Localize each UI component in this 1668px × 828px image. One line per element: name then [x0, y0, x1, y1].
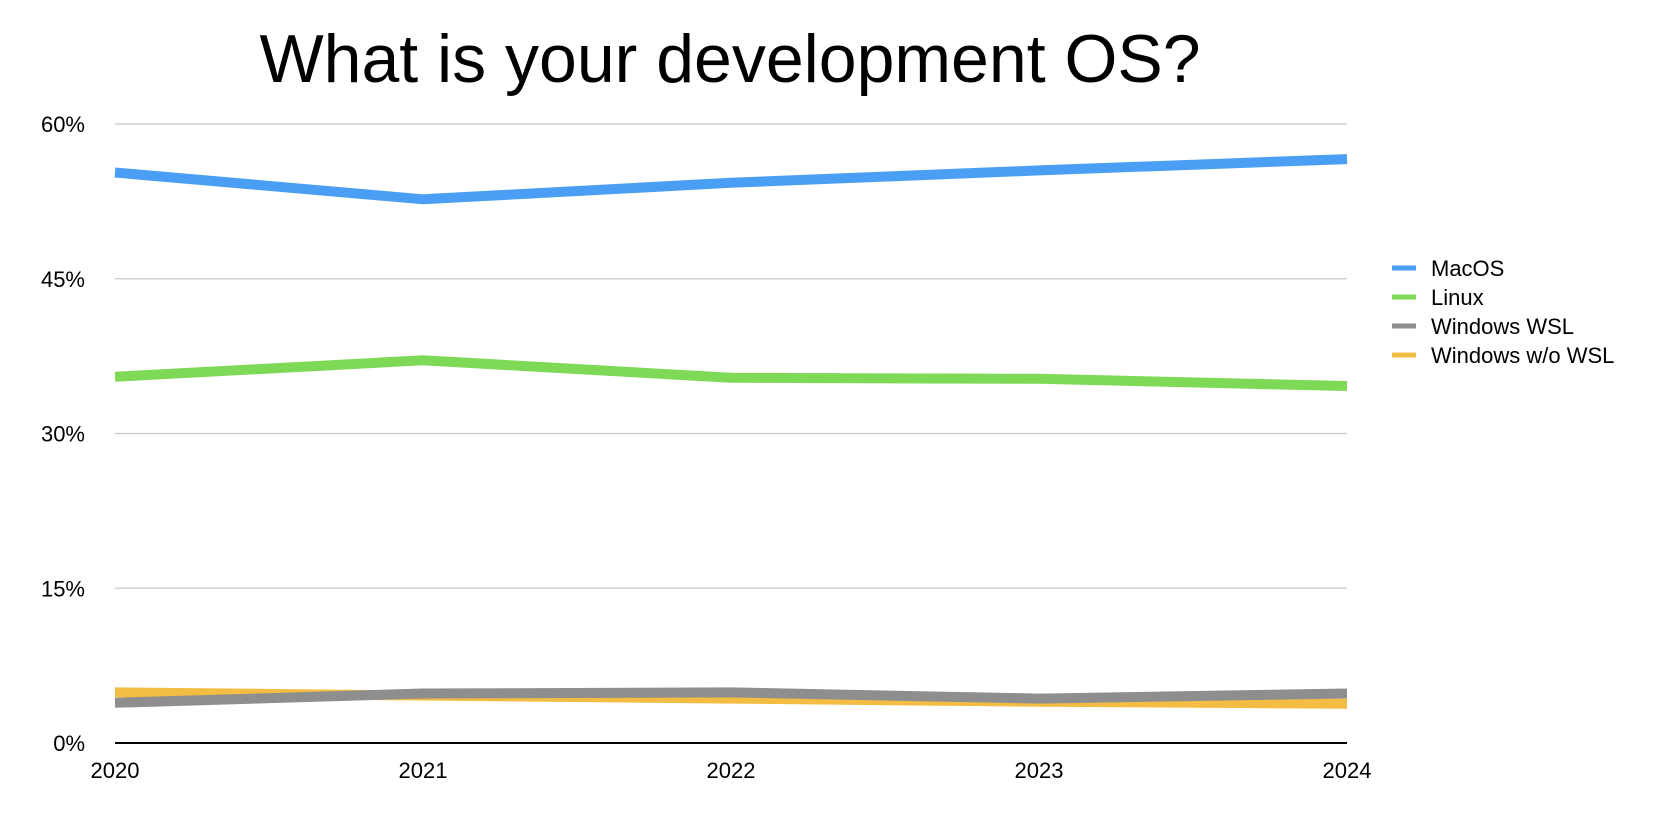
- legend-label: Windows WSL: [1431, 314, 1574, 339]
- series-line-macos: [114, 154, 1348, 205]
- legend-label: Linux: [1431, 285, 1484, 310]
- y-tick-label: 45%: [41, 267, 85, 292]
- y-tick-label: 60%: [41, 112, 85, 137]
- series-line-linux: [114, 355, 1348, 391]
- x-tick-label: 2020: [91, 758, 140, 783]
- legend-label: Windows w/o WSL: [1431, 343, 1614, 368]
- y-tick-label: 30%: [41, 422, 85, 447]
- y-axis-tick-labels: 0% 15% 30% 45% 60%: [41, 112, 85, 756]
- gridlines: [115, 123, 1347, 589]
- x-tick-label: 2021: [399, 758, 448, 783]
- x-tick-label: 2023: [1015, 758, 1064, 783]
- chart-title: What is your development OS?: [259, 21, 1200, 97]
- legend: MacOS Linux Windows WSL Windows w/o WSL: [1392, 256, 1614, 368]
- x-axis-tick-labels: 2020 2021 2022 2023 2024: [91, 758, 1372, 783]
- legend-label: MacOS: [1431, 256, 1504, 281]
- x-tick-label: 2024: [1323, 758, 1372, 783]
- y-tick-label: 15%: [41, 576, 85, 601]
- y-tick-label: 0%: [53, 731, 85, 756]
- series-lines: [114, 154, 1348, 709]
- series-line-windows-wsl: [114, 687, 1348, 708]
- x-tick-label: 2022: [707, 758, 756, 783]
